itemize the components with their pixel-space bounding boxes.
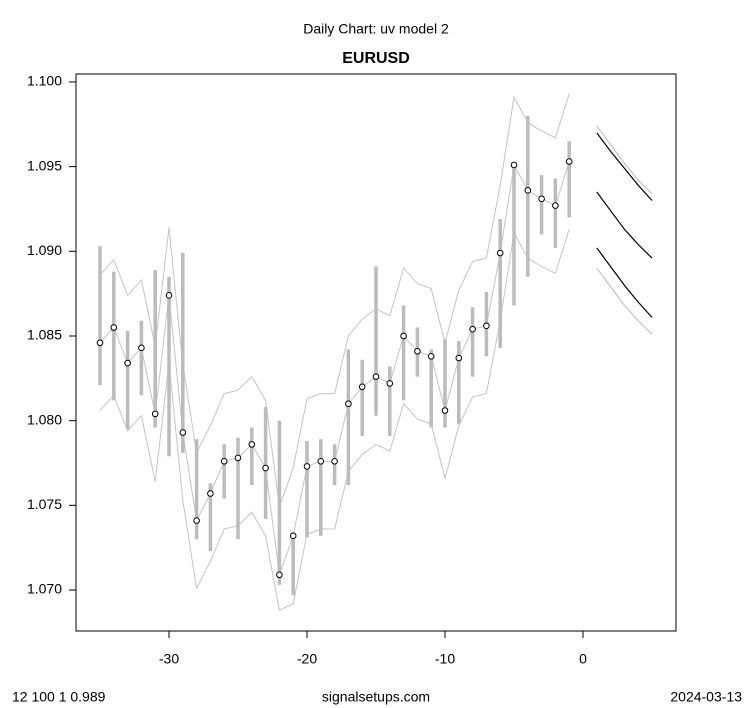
x-tick-label: 0	[579, 651, 587, 667]
close-point	[469, 325, 476, 333]
chart-title: Daily Chart: uv model 2	[303, 21, 449, 37]
forecast-line	[596, 247, 653, 318]
lower-band	[99, 229, 570, 612]
y-tick-label: 1.070	[27, 581, 62, 597]
y-tick-label: 1.100	[27, 73, 62, 89]
close-point	[110, 324, 118, 331]
close-point	[510, 161, 518, 169]
close-point	[331, 458, 338, 465]
close-point	[358, 383, 366, 391]
close-point	[427, 353, 435, 360]
close-point	[289, 532, 297, 540]
close-point	[455, 354, 463, 362]
close-point	[165, 292, 173, 299]
footer-center: signalsetups.com	[322, 689, 430, 705]
close-point	[317, 458, 325, 465]
close-point	[138, 344, 145, 352]
x-tick-label: -20	[297, 651, 317, 667]
chart-subtitle: EURUSD	[342, 50, 410, 67]
x-tick-label: -10	[435, 651, 455, 667]
close-point	[248, 441, 256, 448]
close-point	[538, 195, 545, 203]
forecast-line	[596, 191, 653, 259]
y-tick-label: 1.075	[27, 496, 62, 512]
close-point	[483, 322, 490, 330]
close-point	[179, 429, 187, 436]
close-point	[220, 458, 228, 465]
close-point	[96, 339, 104, 347]
close-point	[207, 490, 214, 497]
forecast-line	[596, 132, 653, 201]
close-point	[124, 359, 131, 367]
close-point	[193, 517, 200, 524]
upper-band	[99, 93, 570, 508]
close-point	[524, 187, 532, 194]
close-point	[386, 380, 394, 387]
footer-right: 2024-03-13	[670, 689, 742, 705]
close-point	[151, 410, 159, 418]
close-point	[262, 464, 269, 472]
close-point	[234, 454, 242, 462]
close-point	[400, 332, 407, 340]
y-tick-label: 1.095	[27, 157, 62, 173]
forecast-line	[596, 267, 653, 335]
close-point	[414, 347, 421, 355]
close-point	[345, 400, 352, 408]
forecast-line	[596, 125, 653, 195]
close-point	[441, 407, 449, 414]
y-tick-label: 1.085	[27, 327, 62, 343]
footer-left: 12 100 1 0.989	[12, 689, 106, 705]
plot-frame	[75, 73, 677, 632]
close-point	[552, 202, 559, 209]
x-tick-label: -30	[159, 651, 179, 667]
y-tick-label: 1.080	[27, 411, 62, 427]
close-point	[303, 463, 311, 470]
y-tick-label: 1.090	[27, 242, 62, 258]
close-point	[372, 373, 380, 380]
close-point	[276, 571, 283, 579]
close-point	[496, 249, 504, 257]
close-point	[565, 158, 573, 165]
